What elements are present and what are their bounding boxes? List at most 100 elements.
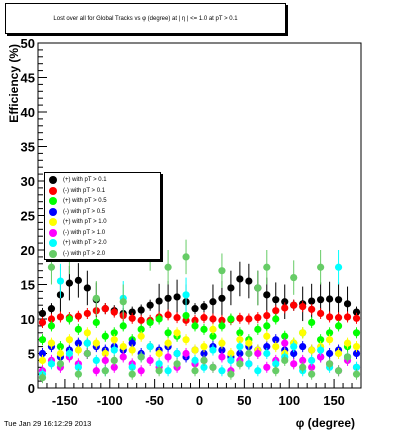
data-point	[227, 284, 235, 292]
data-point	[245, 277, 253, 285]
y-tick-label: 10	[21, 312, 35, 327]
data-point	[56, 313, 65, 321]
data-point	[263, 322, 271, 330]
data-point	[65, 349, 74, 358]
data-point	[254, 284, 262, 292]
data-point	[218, 353, 226, 361]
legend-entry: (-) with pT > 0.1	[49, 186, 105, 196]
data-point	[47, 322, 56, 330]
data-point	[245, 349, 253, 358]
data-point	[236, 336, 244, 344]
data-point	[83, 339, 91, 347]
data-point	[272, 336, 280, 344]
data-point	[308, 370, 316, 378]
data-point	[182, 291, 190, 299]
data-point	[317, 336, 325, 344]
data-point	[137, 332, 145, 340]
data-point	[164, 263, 172, 271]
data-point	[83, 284, 91, 292]
data-point	[218, 294, 226, 302]
data-point	[299, 356, 307, 364]
data-point	[119, 322, 127, 330]
data-point	[119, 353, 127, 361]
legend-entry: (-) with pT > 1.0	[49, 228, 105, 238]
chart-title-box: Lost over all for Global Tracks vs φ (de…	[5, 3, 286, 34]
data-point	[38, 356, 47, 364]
legend-entry: (+) with pT > 0.1	[49, 175, 107, 185]
data-point	[218, 367, 226, 375]
data-point	[137, 353, 145, 361]
data-point	[236, 275, 244, 283]
data-point	[101, 305, 109, 313]
data-point	[56, 349, 65, 358]
data-point	[209, 325, 217, 333]
data-point	[83, 309, 91, 318]
data-point	[155, 297, 163, 305]
legend-label: (-) with pT > 2.0	[63, 250, 106, 257]
data-point	[227, 315, 235, 323]
data-point	[263, 311, 271, 320]
data-point	[65, 279, 74, 287]
data-point	[164, 294, 172, 302]
data-point	[110, 336, 118, 344]
data-point	[352, 349, 361, 358]
data-point	[325, 360, 334, 368]
data-point	[92, 294, 100, 302]
data-point	[128, 346, 136, 354]
data-point	[173, 349, 181, 358]
data-point	[227, 370, 235, 378]
x-tick-label: 150	[323, 393, 345, 408]
data-point	[263, 343, 271, 351]
data-point	[352, 370, 361, 378]
y-tick-label: 45	[21, 71, 35, 86]
data-point	[290, 360, 298, 368]
legend-entry: (+) with pT > 0.5	[49, 196, 107, 206]
data-point	[101, 332, 109, 340]
data-point	[146, 301, 154, 309]
data-point	[352, 363, 361, 371]
data-point	[227, 349, 235, 358]
y-tick-label: 35	[21, 140, 35, 155]
datestamp: Tue Jan 29 16:12:29 2013	[4, 419, 92, 428]
x-tick-label: 0	[196, 393, 203, 408]
data-point	[38, 318, 47, 327]
data-point	[299, 329, 307, 337]
data-point	[137, 306, 145, 314]
data-point	[254, 349, 262, 358]
data-point	[47, 360, 56, 368]
data-point	[182, 336, 190, 344]
data-point	[74, 325, 82, 333]
y-tick-label: 15	[21, 278, 35, 293]
data-point	[119, 298, 127, 306]
data-point	[263, 349, 271, 358]
y-tick-label: 0	[28, 381, 35, 396]
data-point	[92, 318, 100, 327]
data-point	[343, 339, 352, 347]
y-axis-label: Efficiency (%)	[7, 44, 21, 123]
data-point	[155, 315, 163, 323]
data-point	[173, 360, 181, 368]
data-point	[281, 339, 289, 347]
data-point	[209, 346, 217, 354]
data-point	[173, 293, 181, 301]
data-point	[245, 315, 253, 323]
data-point	[164, 367, 172, 375]
data-point	[308, 305, 316, 313]
data-point	[209, 298, 217, 306]
data-point	[325, 336, 334, 344]
data-point	[200, 349, 208, 358]
data-point	[56, 343, 65, 351]
y-tick-label: 50	[21, 36, 35, 51]
data-point	[236, 343, 244, 351]
data-point	[119, 343, 127, 351]
legend-marker	[49, 249, 57, 258]
data-point	[200, 343, 208, 351]
chart-title: Lost over all for Global Tracks vs φ (de…	[53, 15, 238, 22]
legend-label: (+) with pT > 2.0	[63, 240, 107, 246]
legend-marker	[49, 239, 57, 247]
data-point	[317, 263, 325, 271]
x-tick-label: -150	[52, 393, 78, 408]
data-point	[92, 356, 100, 364]
data-point	[281, 304, 289, 312]
